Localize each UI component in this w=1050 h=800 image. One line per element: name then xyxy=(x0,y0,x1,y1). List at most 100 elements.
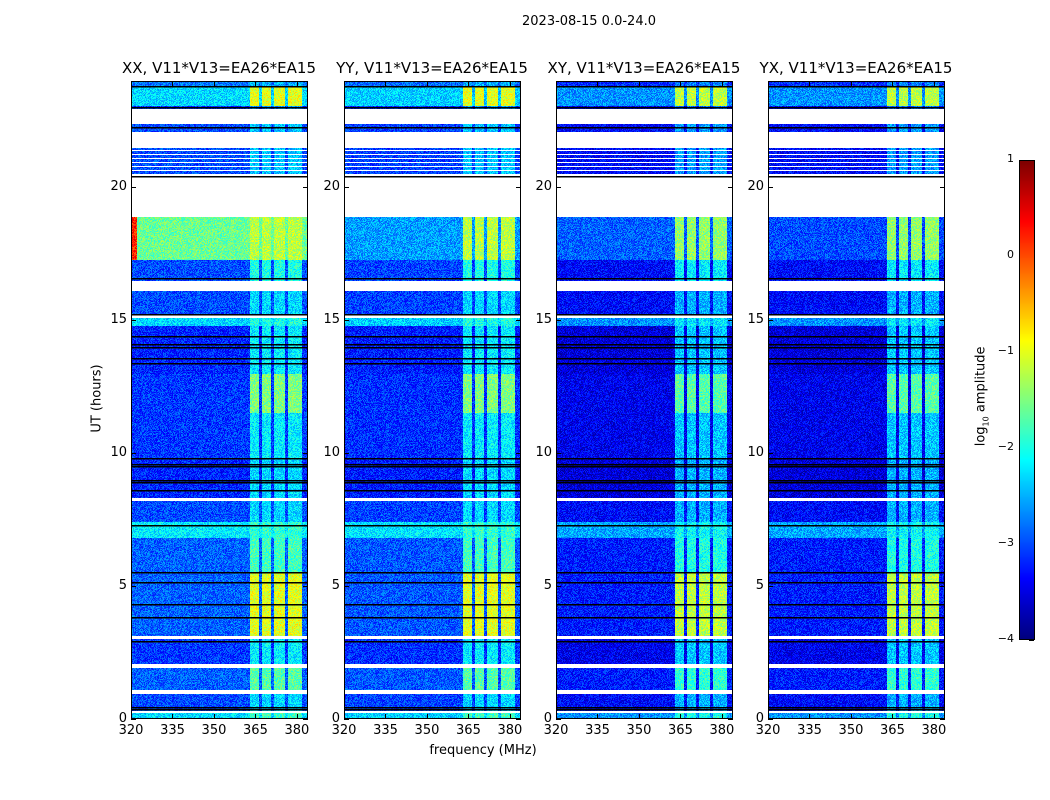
x-tick xyxy=(768,714,769,719)
y-tick xyxy=(131,320,136,322)
x-tick xyxy=(556,714,557,719)
x-tick xyxy=(426,81,428,86)
figure-suptitle: 2023-08-15 0.0-24.0 xyxy=(522,14,656,29)
y-tick xyxy=(768,453,773,455)
y-tick xyxy=(768,187,773,189)
y-tick-label: 5 xyxy=(543,578,552,594)
spectrogram-panel xyxy=(344,81,521,719)
y-tick xyxy=(940,586,945,588)
x-tick xyxy=(680,81,682,86)
y-tick xyxy=(303,453,308,455)
panel-title: XY, V11*V13=EA26*EA15 xyxy=(547,59,741,77)
x-tick-label: 380 xyxy=(497,723,523,738)
x-tick xyxy=(385,81,387,86)
y-tick xyxy=(940,719,945,720)
x-tick-label: 380 xyxy=(921,723,947,738)
x-tick-label: 365 xyxy=(243,723,268,738)
x-tick xyxy=(344,81,345,86)
y-tick xyxy=(940,320,945,322)
y-tick xyxy=(728,187,733,189)
y-tick xyxy=(556,453,561,455)
y-tick xyxy=(728,453,733,455)
colorbar-tick-label: −2 xyxy=(997,440,1014,453)
x-tick xyxy=(172,714,174,719)
x-tick-label: 365 xyxy=(456,723,481,738)
y-tick-label: 10 xyxy=(535,445,552,461)
x-tick xyxy=(597,81,599,86)
x-tick xyxy=(638,81,640,86)
y-tick-label: 20 xyxy=(747,179,764,195)
x-tick xyxy=(850,81,852,86)
x-tick-label: 320 xyxy=(543,723,569,738)
x-tick xyxy=(296,81,298,86)
y-tick xyxy=(303,586,308,588)
x-tick xyxy=(426,714,428,719)
x-tick xyxy=(933,81,935,86)
y-tick xyxy=(303,719,308,720)
x-tick xyxy=(385,714,387,719)
y-tick xyxy=(516,320,521,322)
spectrogram-panel xyxy=(556,81,733,719)
x-tick xyxy=(131,714,132,719)
colorbar-label-log: log xyxy=(973,426,989,447)
y-tick xyxy=(344,453,349,455)
x-tick-label: 365 xyxy=(880,723,905,738)
y-tick xyxy=(516,719,521,720)
y-tick xyxy=(556,187,561,189)
y-tick xyxy=(940,187,945,189)
y-tick xyxy=(303,320,308,322)
x-tick-label: 350 xyxy=(201,723,227,738)
y-tick xyxy=(344,719,349,720)
colorbar-tick-label: −3 xyxy=(997,536,1014,549)
y-tick xyxy=(131,187,136,189)
panel-title: XX, V11*V13=EA26*EA15 xyxy=(121,59,316,77)
x-tick-label: 335 xyxy=(585,723,610,738)
x-tick-label: 350 xyxy=(838,723,864,738)
y-tick-label: 0 xyxy=(543,711,552,726)
x-tick xyxy=(344,714,345,719)
y-tick xyxy=(516,187,521,189)
spectrogram-panel xyxy=(768,81,945,719)
x-tick-label: 320 xyxy=(118,723,144,738)
x-tick xyxy=(721,81,723,86)
spectrogram-image xyxy=(769,82,944,718)
x-tick-label: 350 xyxy=(626,723,652,738)
x-tick xyxy=(933,714,935,719)
y-tick xyxy=(556,320,561,322)
spectrogram-panel xyxy=(131,81,308,719)
x-tick-label: 350 xyxy=(414,723,440,738)
x-tick xyxy=(680,714,682,719)
colorbar xyxy=(1019,160,1035,640)
y-tick xyxy=(344,320,349,322)
y-tick xyxy=(728,320,733,322)
colorbar-tick-label: −4 xyxy=(997,632,1014,645)
colorbar-tick-label: −1 xyxy=(997,344,1014,357)
panel-title: YY, V11*V13=EA26*EA15 xyxy=(336,59,528,77)
x-tick-label: 335 xyxy=(373,723,398,738)
y-tick-label: 15 xyxy=(110,312,127,328)
colorbar-label: log10 amplitude xyxy=(973,346,991,447)
y-tick-label: 0 xyxy=(331,711,340,726)
y-tick xyxy=(556,719,561,720)
x-tick xyxy=(296,714,298,719)
y-tick-label: 5 xyxy=(331,578,340,594)
x-tick-label: 380 xyxy=(284,723,310,738)
panel-title: YX, V11*V13=EA26*EA15 xyxy=(759,59,953,77)
y-tick xyxy=(728,719,733,720)
x-tick xyxy=(213,81,215,86)
y-tick xyxy=(768,320,773,322)
x-tick xyxy=(468,714,470,719)
x-tick xyxy=(509,81,511,86)
y-tick-label: 10 xyxy=(747,445,764,461)
y-tick xyxy=(516,586,521,588)
x-tick xyxy=(638,714,640,719)
x-tick xyxy=(556,81,557,86)
y-tick xyxy=(303,187,308,189)
y-tick-label: 10 xyxy=(323,445,340,461)
x-tick xyxy=(809,81,811,86)
x-tick xyxy=(213,714,215,719)
y-axis-label: UT (hours) xyxy=(89,364,105,433)
y-tick xyxy=(131,719,136,720)
y-tick xyxy=(768,586,773,588)
x-tick xyxy=(255,714,257,719)
